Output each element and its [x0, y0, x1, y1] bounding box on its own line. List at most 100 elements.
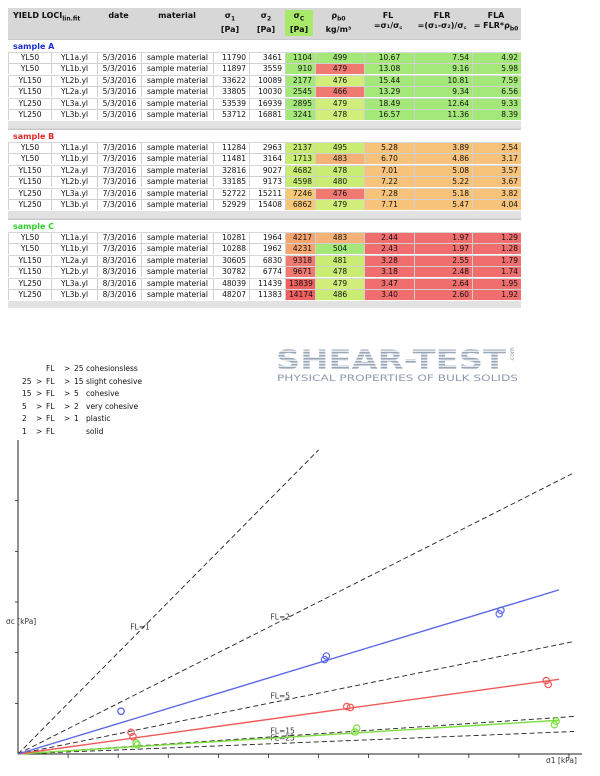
data-point [352, 724, 361, 733]
cell-material: sample material [141, 87, 213, 97]
cell-fl: 2.44 [364, 233, 414, 243]
cell-file: YL2b.yl [51, 177, 97, 187]
cell-material: sample material [141, 256, 213, 266]
header-flr: FLR =(σ₁-σ₂)/σ꜀ [414, 11, 470, 31]
cell-fla: 8.39 [472, 110, 521, 120]
cell-name: YL50 [8, 64, 51, 74]
cell-date: 5/3/2016 [97, 110, 141, 120]
cell-sc: 2895 [285, 99, 315, 109]
cell-file: YL1a.yl [51, 53, 97, 63]
cell-name: YL250 [8, 99, 51, 109]
cell-material: sample material [141, 189, 213, 199]
cell-material: sample material [141, 233, 213, 243]
cell-sc: 3241 [285, 110, 315, 120]
cell-material: sample material [141, 143, 213, 153]
cell-rho: 476 [315, 76, 364, 86]
header-sigmac-symbol: σ [293, 11, 300, 20]
legend-lo: 25 [22, 376, 32, 386]
header-sigma1-unit: [Pa] [220, 24, 240, 34]
flow-function-chart: FL=1FL=2FL=5FL=15FL=25 σc [kPa] σ1 [kPa] [6, 440, 582, 765]
header-sigma2-symbol: σ [260, 11, 268, 20]
cell-rho: 486 [315, 290, 364, 300]
cell-rho: 479 [315, 64, 364, 74]
cell-s1: 30605 [213, 256, 249, 266]
cell-name: YL50 [8, 244, 51, 254]
cell-sc: 7246 [285, 189, 315, 199]
cell-fl: 13.08 [364, 64, 414, 74]
header-rho-symbol: ρ [331, 11, 338, 20]
row-group: YL50 YL1a.yl 7/3/2016 sample material 10281 1… [8, 233, 521, 255]
table-row: YL250 YL3b.yl 7/3/2016 sample material 52929… [8, 200, 521, 211]
y-axis-label: σc [kPa] [6, 617, 36, 626]
data-point [320, 655, 329, 664]
cell-rho: 481 [315, 256, 364, 266]
legend-hi-op: > [64, 376, 71, 386]
cell-s2: 1962 [249, 244, 285, 254]
cell-date: 5/3/2016 [97, 53, 141, 63]
cell-rho: 479 [315, 200, 364, 210]
cell-flr: 3.89 [414, 143, 472, 153]
cell-name: YL150 [8, 256, 51, 266]
cell-flr: 2.48 [414, 267, 472, 277]
legend-hi-op: > [64, 389, 71, 398]
table-row: YL250 YL3b.yl 5/3/2016 sample material 53712… [8, 110, 521, 121]
cell-rho: 504 [315, 244, 364, 254]
cell-s1: 33622 [213, 76, 249, 86]
cell-material: sample material [141, 200, 213, 210]
cell-material: sample material [141, 244, 213, 254]
legend-hi-op: > [64, 414, 71, 423]
cell-name: YL50 [8, 53, 51, 63]
cell-sc: 14174 [285, 290, 315, 300]
cell-fla: 3.67 [472, 177, 521, 187]
header-fl-text: FL [382, 11, 394, 20]
cell-fla: 3.82 [472, 189, 521, 199]
cell-s1: 10288 [213, 244, 249, 254]
cell-s1: 11481 [213, 154, 249, 164]
cell-sc: 4598 [285, 177, 315, 187]
table-row: YL150 YL2a.yl 7/3/2016 sample material 32816… [8, 166, 521, 177]
cell-material: sample material [141, 279, 213, 289]
cell-name: YL150 [8, 177, 51, 187]
table-row: YL50 YL1b.yl 7/3/2016 sample material 10288 1… [8, 244, 521, 255]
header-fl: FL =σ₁/σ꜀ [364, 11, 412, 31]
cell-sc: 6862 [285, 200, 315, 210]
cell-fl: 7.71 [364, 200, 414, 210]
cell-s1: 32816 [213, 166, 249, 176]
data-point [117, 707, 125, 715]
cell-file: YL2a.yl [51, 256, 97, 266]
legend-fl: FL [46, 414, 55, 423]
cell-date: 7/3/2016 [97, 244, 141, 254]
table-row: YL150 YL2b.yl 8/3/2016 sample material 30782… [8, 267, 521, 278]
legend-lo-op: > [36, 414, 43, 423]
cell-material: sample material [141, 154, 213, 164]
table-row: YL50 YL1a.yl 7/3/2016 sample material 10281 1… [8, 233, 521, 244]
cell-date: 7/3/2016 [97, 177, 141, 187]
cell-date: 7/3/2016 [97, 154, 141, 164]
cell-s2: 11439 [249, 279, 285, 289]
cell-s1: 10281 [213, 233, 249, 243]
legend-hi: 15 [74, 376, 84, 386]
cell-material: sample material [141, 290, 213, 300]
cell-fl: 5.28 [364, 143, 414, 153]
cell-sc: 13839 [285, 279, 315, 289]
fl-line-label: FL=5 [270, 691, 290, 700]
header-rho: ρb0 kg/m³ [315, 11, 362, 35]
cell-date: 5/3/2016 [97, 76, 141, 86]
legend-label: very cohesive [86, 401, 139, 411]
cell-name: YL150 [8, 87, 51, 97]
cell-flr: 7.54 [414, 53, 472, 63]
cell-flr: 11.36 [414, 110, 472, 120]
row-group: YL250 YL3a.yl 7/3/2016 sample material 52722… [8, 189, 521, 211]
cell-file: YL1b.yl [51, 64, 97, 74]
cell-fla: 3.57 [472, 166, 521, 176]
cell-date: 7/3/2016 [97, 200, 141, 210]
logo-domain: .com [509, 347, 516, 362]
data-point [351, 728, 359, 736]
header-yield-loci: YIELD LOCIlin.fit [13, 11, 80, 25]
cell-s2: 10030 [249, 87, 285, 97]
header-rho-sub: b0 [337, 15, 346, 23]
cell-s2: 9173 [249, 177, 285, 187]
legend-label: solid [86, 426, 104, 436]
cell-s2: 9027 [249, 166, 285, 176]
header-sigma1: σ1 [Pa] [213, 11, 247, 35]
